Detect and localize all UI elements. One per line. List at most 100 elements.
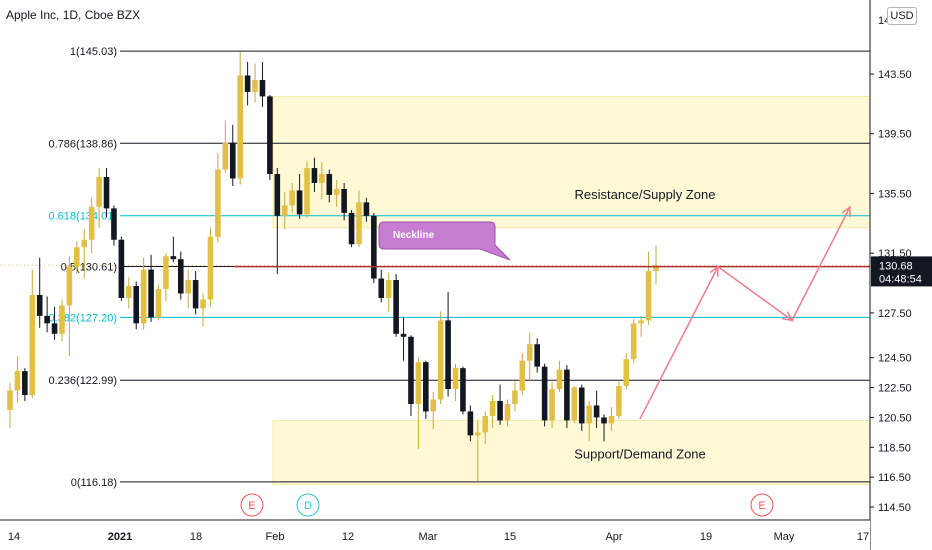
candle-body [430,399,437,412]
time-tick-label: 18 [190,531,202,543]
candle-body [88,206,95,240]
price-tick-label: 114.50 [878,502,911,514]
price-tick-label: 118.50 [878,442,911,454]
candle-body [148,269,154,318]
candle-body [645,271,652,321]
fib-level-label: 0.786(138.86) [49,138,118,150]
candle-body [601,417,607,424]
candle-body [452,368,459,390]
candle-body [155,289,162,318]
time-tick-label: 15 [504,531,516,543]
currency-button[interactable]: USD [887,7,917,25]
candle-body [482,415,489,433]
candle-body [541,366,548,421]
forecast-path [639,206,851,420]
event-marker[interactable]: E [240,493,264,517]
event-marker-circle [296,493,320,517]
candle-body [460,368,466,412]
candle-body [571,387,578,421]
candle-body [289,190,295,206]
neckline-callout: Neckline [378,221,511,261]
current-price-badge [871,256,932,287]
candle-body [630,323,637,360]
neckline-callout-label: Neckline [393,230,435,241]
candle-body [497,400,503,421]
zone-box [272,419,871,486]
candle-body [356,202,362,245]
fib-level-label: 0.236(122.99) [49,375,118,387]
candle-body [415,362,422,404]
candle-body [385,280,392,298]
candle-body [229,142,236,179]
time-tick-label: 19 [700,531,712,543]
neckline-callout-box [378,221,511,261]
candle-body [623,359,630,387]
candle-body [526,344,533,361]
candle-body [207,236,214,300]
candle-body [14,371,21,391]
candle-body [267,96,273,175]
fib-level-label: 0(116.18) [71,477,117,489]
time-tick-label: Feb [266,531,285,543]
price-tick-label: 127.50 [878,308,912,320]
event-marker-letter: E [758,500,765,512]
fib-level-label: 0.618(134.01) [49,211,118,223]
price-tick-label: 139.50 [878,129,912,141]
candle-body [74,247,80,267]
time-tick-label: Mar [419,531,438,543]
candle-body [51,323,58,334]
candle-body [474,432,481,436]
candle-body [81,239,88,248]
event-marker[interactable]: D [296,493,320,517]
event-marker-circle [240,493,264,517]
candle-body [215,169,221,237]
current-price-label: 130.68 [879,260,913,272]
candle-body [259,79,266,97]
candle-body [66,266,73,306]
candle-body [319,174,325,183]
candle-body [616,386,622,416]
candle-body [400,333,407,337]
candle-body [341,188,347,213]
candle-body [586,405,592,424]
price-tick-label: 124.50 [878,353,912,365]
candle-body [467,411,474,436]
candle-body [504,403,511,421]
time-tick-label: Apr [605,531,622,543]
event-marker-circle [750,493,774,517]
time-tick-label: 17 [857,531,869,543]
zone-label: Support/Demand Zone [574,447,706,462]
countdown-label: 04:48:54 [879,273,922,285]
candle-body [36,294,43,316]
event-marker[interactable]: E [750,493,774,517]
candle-body [556,369,563,390]
candle-body [534,344,540,367]
forecast-arrowhead [709,265,719,277]
candle-body [126,286,132,298]
candle-body [437,320,444,400]
candle-body [423,362,429,412]
price-tick-label: 143.50 [878,69,912,81]
candle-body [237,75,243,179]
candle-body [140,269,147,324]
fib-level-label: 0.382(127.20) [49,312,118,324]
candle-body [578,387,585,424]
candle-body [133,286,140,324]
time-tick-label: May [774,531,795,543]
candle-body [170,256,177,260]
candle-body [7,390,13,410]
candle-body [177,259,184,294]
forecast-arrowhead [782,311,794,322]
candle-body [192,280,199,309]
candle-body [408,336,414,404]
price-tick-label: 122.50 [878,383,912,395]
symbol-title[interactable]: Apple Inc, 1D, Cboe BZX [6,8,141,22]
forecast-arrowhead [841,205,851,217]
candle-body [512,390,518,404]
candle-body [96,177,102,207]
candle-body [200,299,206,309]
zone-box [272,95,871,229]
candle-body [281,205,288,216]
candle-body [44,315,50,324]
